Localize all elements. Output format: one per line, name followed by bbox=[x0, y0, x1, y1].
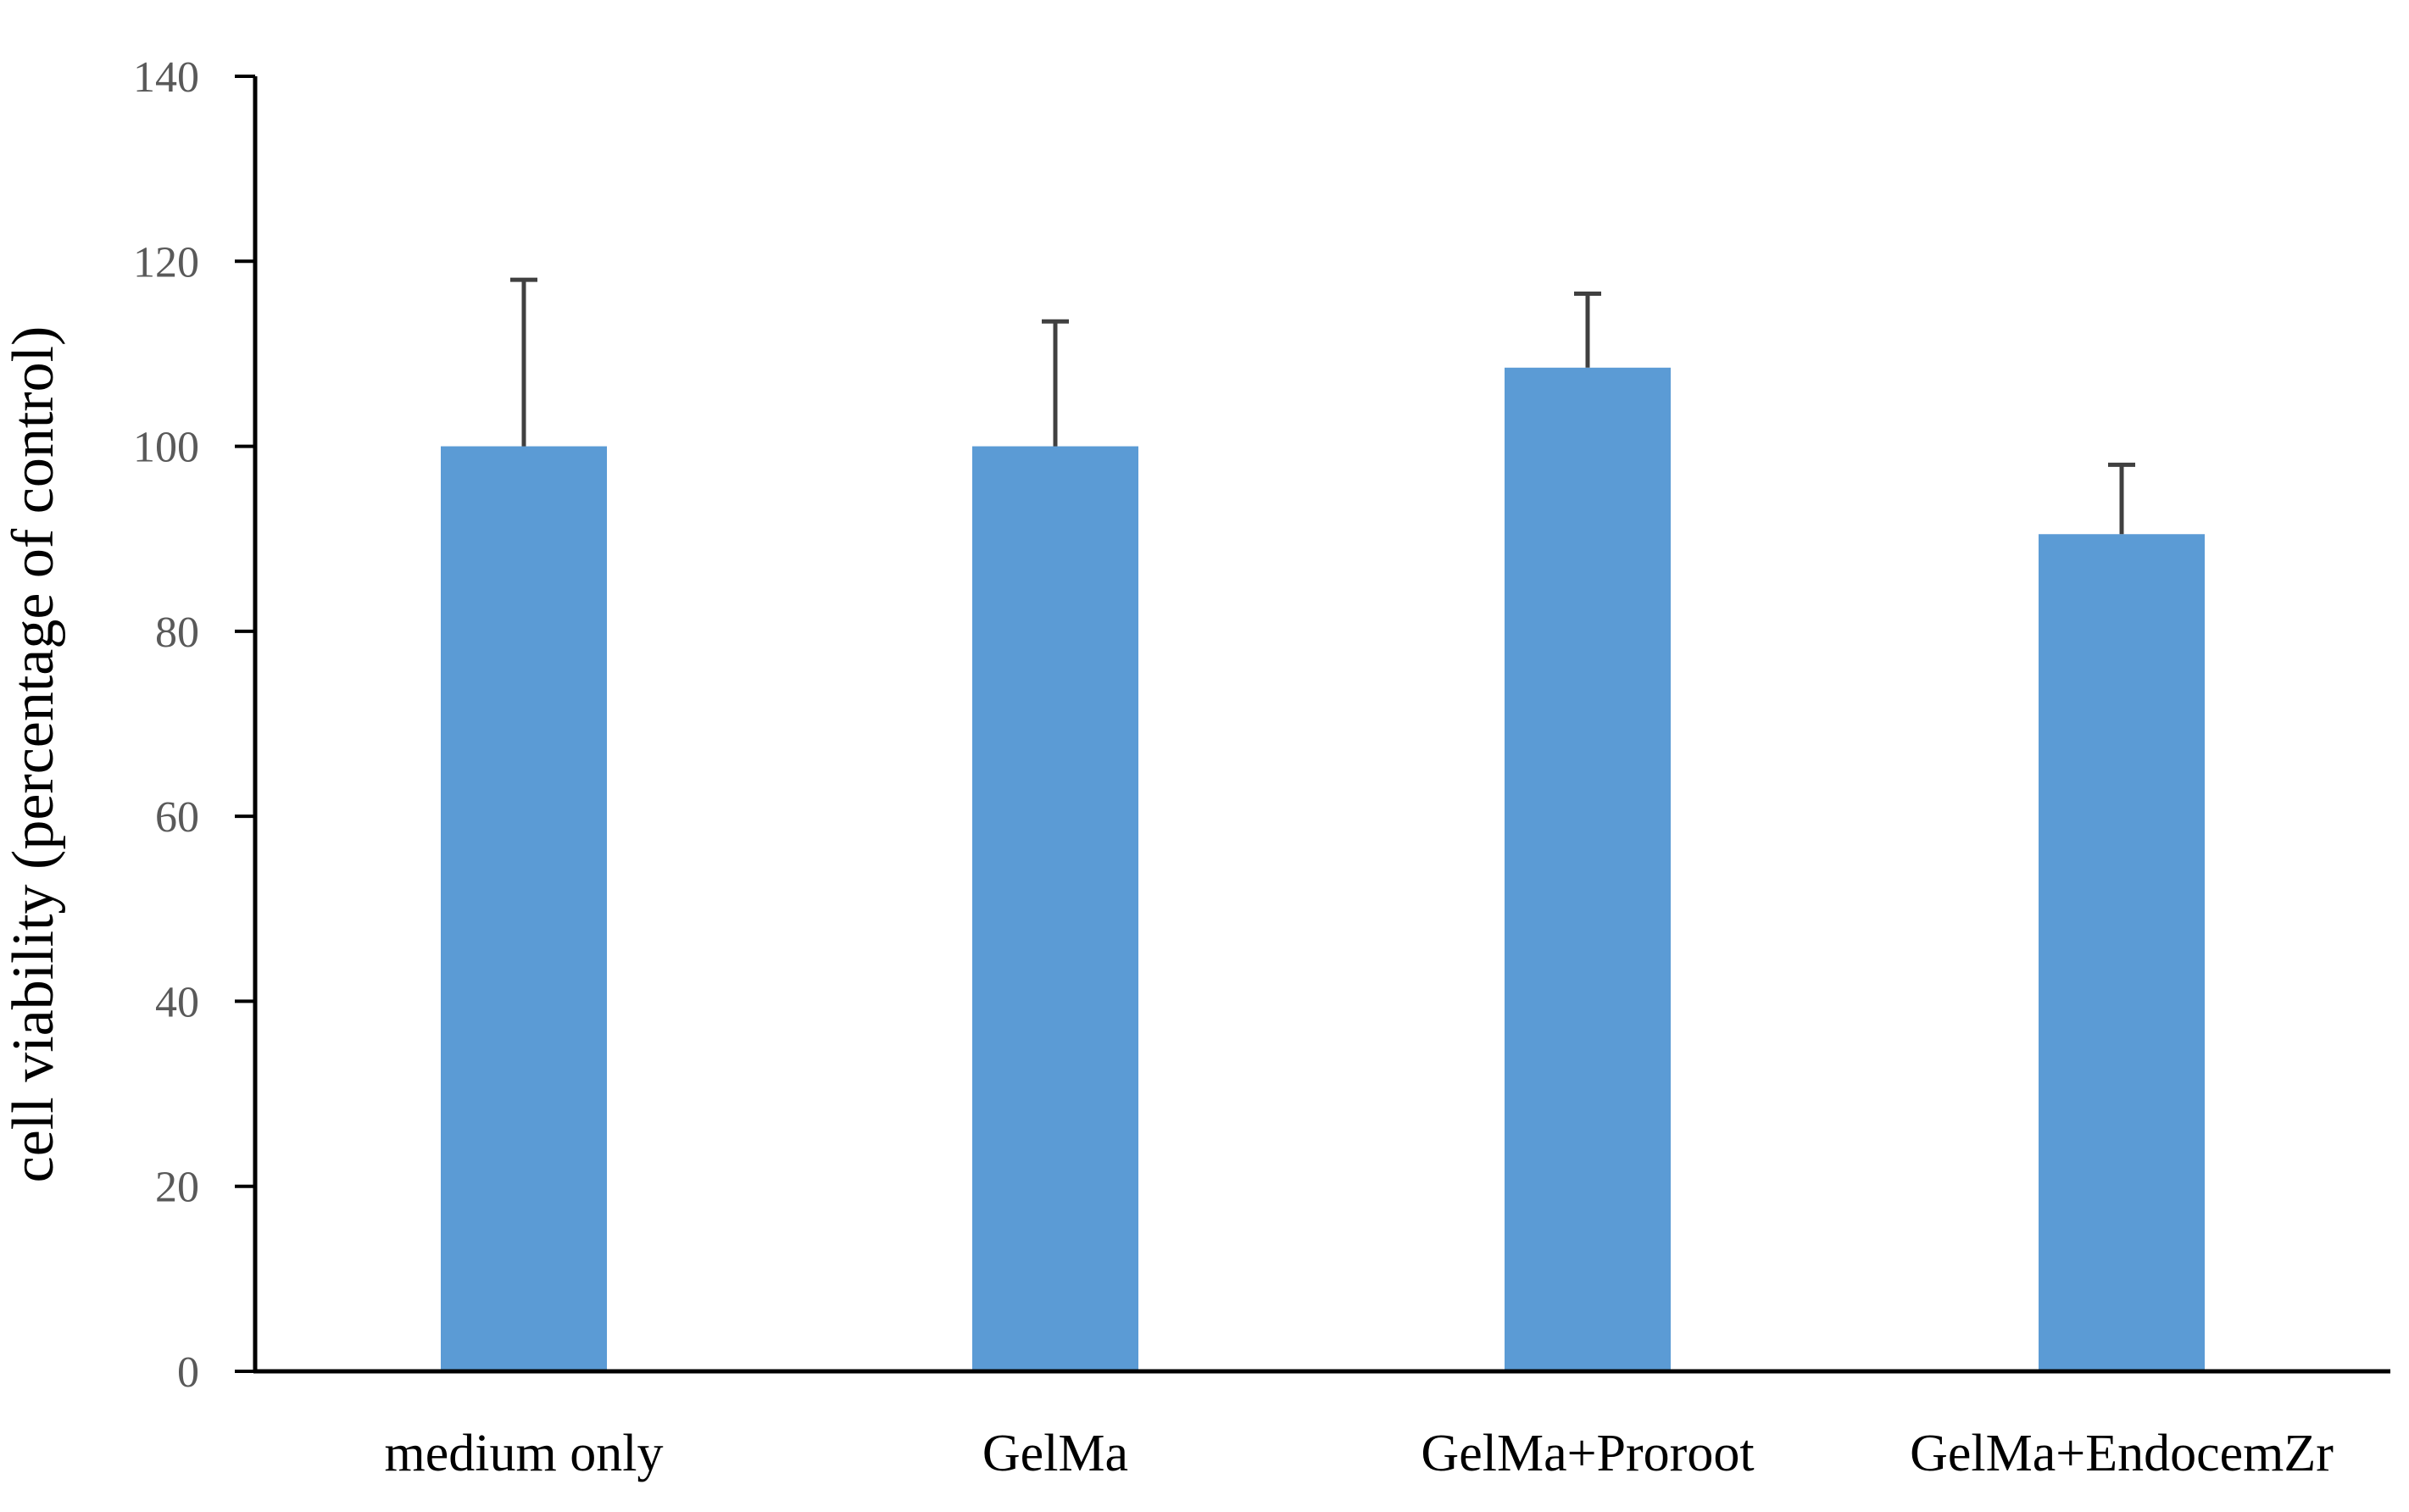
y-tick-label: 140 bbox=[133, 53, 199, 102]
y-tick-label: 80 bbox=[155, 609, 199, 657]
x-tick-label: medium only bbox=[385, 1425, 664, 1482]
y-ticks-layer: 0 20 40 60 80 100 120 140 bbox=[133, 53, 255, 1397]
x-tick-label: GelMa bbox=[982, 1425, 1128, 1482]
y-tick-label: 0 bbox=[177, 1348, 199, 1397]
y-tick-label: 100 bbox=[133, 424, 199, 472]
x-tick-label: GelMa+EndocemZr bbox=[1910, 1425, 2334, 1482]
y-tick-label: 60 bbox=[155, 793, 199, 842]
bar-gelma bbox=[972, 446, 1138, 1371]
error-bars-layer bbox=[510, 277, 2135, 535]
y-tick-label: 120 bbox=[133, 238, 199, 286]
bars-layer bbox=[441, 367, 2205, 1371]
y-tick-label: 20 bbox=[155, 1164, 199, 1212]
y-axis-label: cell viability (percentage of control) bbox=[1, 326, 66, 1183]
bar-gelma-proroot bbox=[1505, 367, 1671, 1371]
axes-layer bbox=[253, 76, 2390, 1374]
x-ticks-layer: medium only GelMa GelMa+Proroot GelMa+Endoc… bbox=[385, 1425, 2334, 1482]
bar-gelma-endocemzr bbox=[2039, 534, 2205, 1371]
bar-medium-only bbox=[441, 446, 607, 1371]
y-tick-label: 40 bbox=[155, 978, 199, 1026]
x-tick-label: GelMa+Proroot bbox=[1421, 1425, 1754, 1482]
